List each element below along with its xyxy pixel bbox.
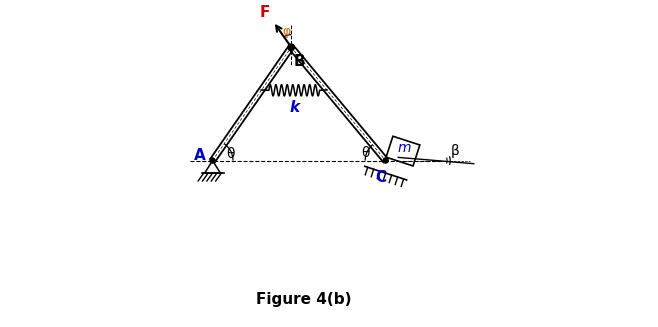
Text: F: F [260,5,270,20]
Text: θ: θ [227,146,235,161]
Text: m: m [398,141,411,155]
Circle shape [288,44,294,50]
Text: φ: φ [282,25,290,38]
Text: C: C [375,170,386,185]
Circle shape [210,158,215,163]
Text: θ: θ [361,146,369,160]
Text: A: A [194,148,206,163]
Text: k: k [289,100,299,115]
Text: β: β [451,144,459,158]
Text: B: B [293,54,305,69]
Text: Figure 4(b): Figure 4(b) [256,292,351,306]
Circle shape [383,158,388,163]
